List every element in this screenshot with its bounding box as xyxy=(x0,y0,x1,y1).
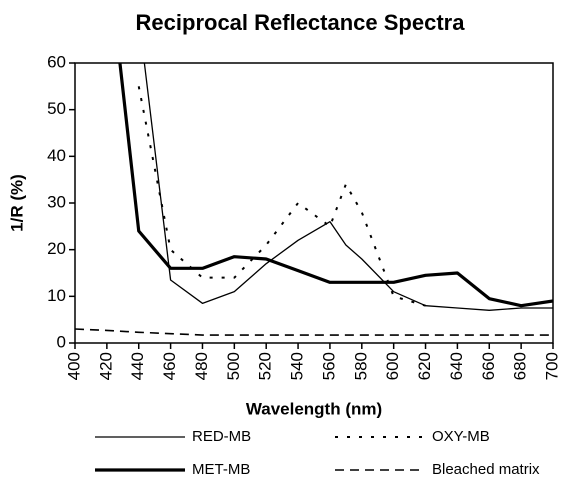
legend-label: RED-MB xyxy=(192,428,251,445)
x-tick-label: 520 xyxy=(256,352,275,380)
y-tick-label: 10 xyxy=(47,286,66,305)
y-tick-label: 30 xyxy=(47,192,66,211)
y-tick-label: 0 xyxy=(57,332,66,351)
legend-label: Bleached matrix xyxy=(432,461,540,478)
x-tick-label: 560 xyxy=(319,352,338,380)
x-tick-label: 640 xyxy=(447,352,466,380)
x-tick-label: 660 xyxy=(479,352,498,380)
x-tick-label: 620 xyxy=(415,352,434,380)
plot-area xyxy=(75,63,553,336)
chart-title: Reciprocal Reflectance Spectra xyxy=(136,10,466,35)
plot-frame xyxy=(74,62,554,344)
x-tick-label: 700 xyxy=(542,352,561,380)
y-axis-title: 1/R (%) xyxy=(7,174,26,232)
legend-label: OXY-MB xyxy=(432,428,490,445)
series-line xyxy=(137,86,426,307)
x-tick-label: 500 xyxy=(224,352,243,380)
x-tick-label: 420 xyxy=(96,352,115,380)
x-axis-title: Wavelength (nm) xyxy=(246,399,382,418)
x-tick-label: 480 xyxy=(192,352,211,380)
series-line xyxy=(143,63,553,311)
x-tick-label: 440 xyxy=(128,352,147,380)
y-tick-label: 20 xyxy=(47,239,66,258)
series-line xyxy=(118,63,553,308)
x-tick-label: 400 xyxy=(64,352,83,380)
series-line xyxy=(75,328,553,336)
legend-label: MET-MB xyxy=(192,461,250,478)
x-tick-label: 540 xyxy=(288,352,307,380)
y-tick-label: 60 xyxy=(47,52,66,71)
x-tick-label: 580 xyxy=(351,352,370,380)
x-tick-label: 680 xyxy=(511,352,530,380)
x-tick-label: 600 xyxy=(383,352,402,380)
x-tick-label: 460 xyxy=(160,352,179,380)
y-tick-label: 40 xyxy=(47,146,66,165)
y-tick-label: 50 xyxy=(47,99,66,118)
